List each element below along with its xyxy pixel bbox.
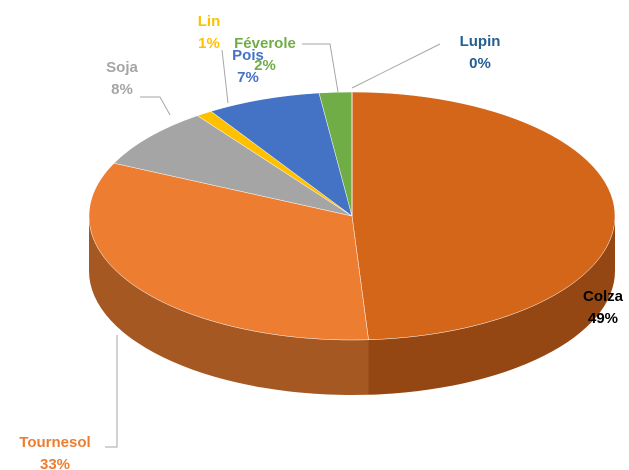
slice-value-label: 7%: [237, 69, 259, 86]
slice: [351, 91, 616, 341]
slice-label: Lin: [198, 13, 221, 30]
slice-label: Lupin: [460, 33, 501, 50]
leader-line: [140, 96, 171, 116]
slice: [113, 115, 353, 217]
slice-label: Féverole: [234, 35, 296, 52]
slice-value-label: 8%: [111, 81, 133, 98]
leader-line: [105, 335, 118, 448]
slice-label: Colza: [583, 288, 624, 305]
slice-value-label: 49%: [588, 310, 618, 327]
leader-line: [351, 43, 441, 89]
leader-line: [221, 49, 229, 104]
slice-value-label: 2%: [254, 57, 276, 74]
slice-value-label: 0%: [469, 55, 491, 72]
slice-label: Pois: [232, 47, 264, 64]
slice-label: Tournesol: [19, 434, 90, 451]
slice-side: [368, 216, 615, 395]
slice-value-label: 33%: [40, 456, 70, 470]
slice-value-label: 1%: [198, 35, 220, 52]
slice-label: Soja: [106, 59, 138, 76]
slice-side: [89, 216, 369, 395]
leader-line: [302, 43, 339, 93]
slice: [88, 162, 369, 341]
slice: [210, 92, 353, 217]
